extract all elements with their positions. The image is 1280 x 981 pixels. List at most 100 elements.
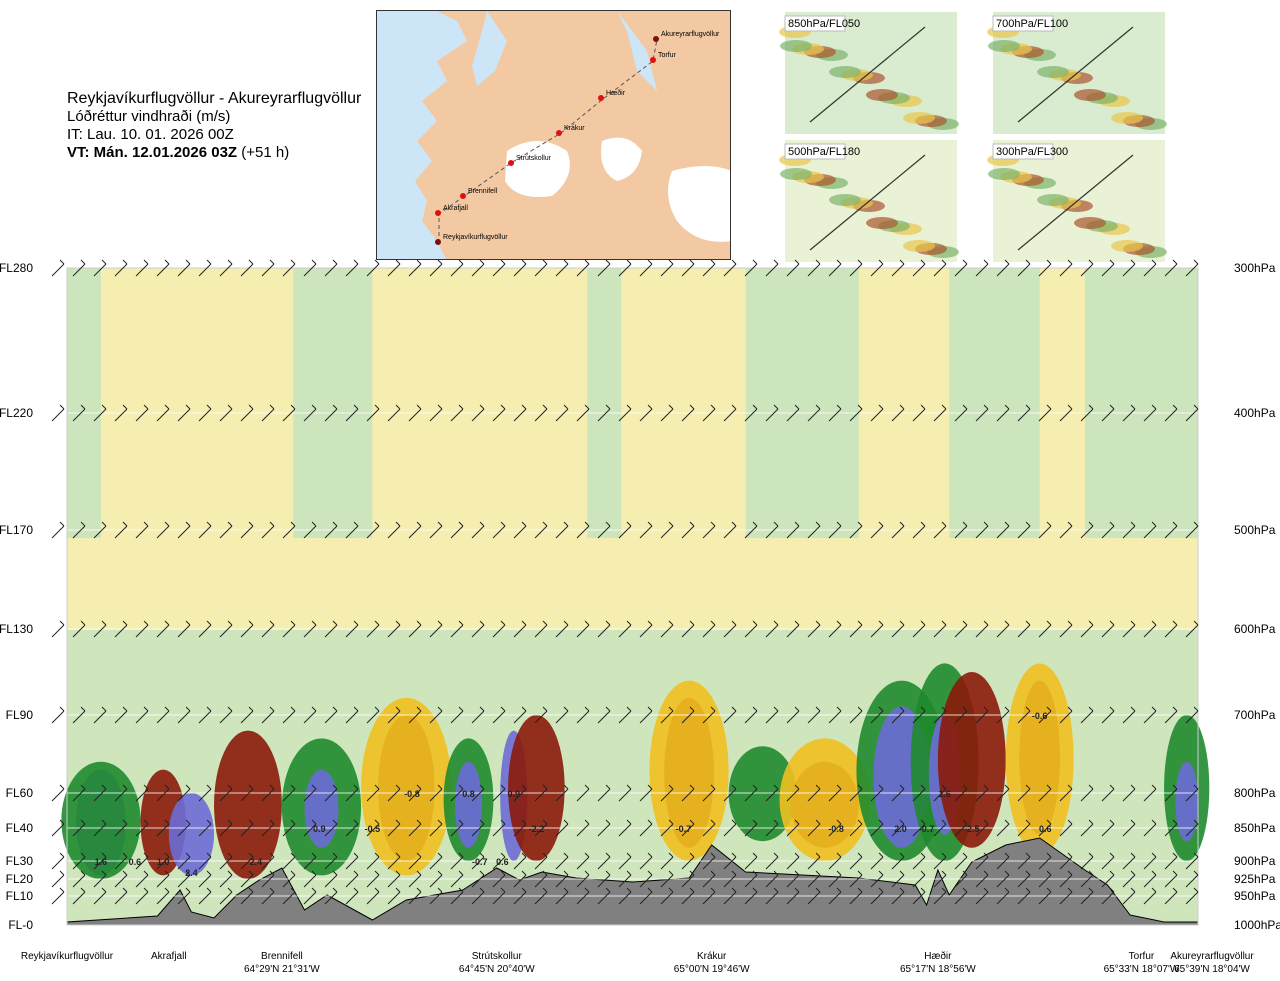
- wind-barb-staff: [429, 823, 443, 837]
- wind-barb-staff: [450, 263, 464, 277]
- wind-barb-staff: [954, 263, 968, 277]
- wind-barb-staff: [786, 710, 800, 724]
- wind-barb-feather: [80, 404, 86, 410]
- wind-barb-staff: [1185, 408, 1199, 422]
- wind-barb-staff: [702, 788, 716, 802]
- terrain-profile: [66, 837, 1199, 926]
- wind-barb-feather: [1088, 706, 1094, 712]
- wind-barb: [513, 870, 527, 888]
- wind-barb-feather: [185, 620, 191, 626]
- wind-barb-staff: [618, 856, 632, 870]
- thumbnail-blob: [829, 194, 861, 206]
- wind-barb-staff: [156, 856, 170, 870]
- wind-barb: [114, 620, 128, 638]
- wind-barb-staff: [450, 874, 464, 888]
- wind-barb: [828, 784, 842, 802]
- wind-barb: [471, 706, 485, 724]
- wind-barb-staff: [597, 710, 611, 724]
- wind-barb: [429, 852, 443, 870]
- wind-barb-staff: [807, 823, 821, 837]
- wind-barb-staff: [849, 710, 863, 724]
- wind-barb-staff: [429, 624, 443, 638]
- wind-barb: [513, 259, 527, 277]
- wind-barb-staff: [282, 823, 296, 837]
- wind-barb-feather: [395, 819, 401, 825]
- wind-barb-feather: [479, 620, 485, 626]
- wind-barb-feather: [626, 259, 632, 265]
- wind-barb: [555, 404, 569, 422]
- wind-barb-staff: [114, 710, 128, 724]
- wind-barb-staff: [618, 788, 632, 802]
- wind-barb: [891, 620, 905, 638]
- wind-barb-staff: [324, 823, 338, 837]
- wind-barb-staff: [891, 263, 905, 277]
- wind-barb-staff: [1080, 856, 1094, 870]
- wind-barb-staff: [93, 525, 107, 539]
- wind-barb-staff: [975, 525, 989, 539]
- wind-barb-staff: [219, 856, 233, 870]
- wind-barb-staff: [387, 408, 401, 422]
- wind-barb-staff: [219, 891, 233, 905]
- wind-barb-staff: [492, 408, 506, 422]
- wind-barb-feather: [395, 852, 401, 858]
- wind-barb-feather: [836, 706, 842, 712]
- wind-barb-feather: [290, 870, 296, 876]
- wind-barb-feather: [647, 259, 653, 265]
- wind-barb-staff: [597, 788, 611, 802]
- wind-barb-staff: [807, 525, 821, 539]
- wind-barb: [723, 887, 737, 905]
- wind-barb-feather: [1193, 259, 1199, 265]
- wind-barb-feather: [395, 887, 401, 893]
- wind-barb-staff: [849, 891, 863, 905]
- wind-barb-feather: [731, 819, 737, 825]
- wind-barb: [1017, 870, 1031, 888]
- wind-barb-feather: [773, 706, 779, 712]
- value-label: -0.8: [828, 824, 844, 834]
- waypoint-label: Strútskollur: [516, 155, 552, 162]
- wind-barb-feather: [563, 819, 569, 825]
- wind-barb-staff: [1080, 525, 1094, 539]
- wind-barb-staff: [681, 856, 695, 870]
- wind-barb-feather: [1088, 852, 1094, 858]
- wind-barb: [723, 404, 737, 422]
- wind-barb-staff: [555, 823, 569, 837]
- wind-barb-feather: [437, 620, 443, 626]
- wind-barb-feather: [353, 706, 359, 712]
- wind-barb: [681, 404, 695, 422]
- wind-barb-staff: [492, 624, 506, 638]
- wind-barb-staff: [1038, 525, 1052, 539]
- wind-barb: [639, 870, 653, 888]
- wind-barb: [114, 852, 128, 870]
- wind-barb-staff: [219, 624, 233, 638]
- wind-barb: [408, 706, 422, 724]
- thumbnail-blob: [1111, 240, 1143, 252]
- wind-barb: [1164, 784, 1178, 802]
- wind-barb: [450, 259, 464, 277]
- wind-barb: [849, 819, 863, 837]
- wind-barb: [303, 620, 317, 638]
- wind-barb-feather: [941, 706, 947, 712]
- wind-barb: [660, 259, 674, 277]
- wind-barb-feather: [689, 404, 695, 410]
- wind-barb-feather: [1109, 620, 1115, 626]
- wind-barb: [303, 706, 317, 724]
- wind-barb-staff: [198, 263, 212, 277]
- wind-barb-feather: [878, 259, 884, 265]
- value-label: -0.7: [919, 824, 935, 834]
- wind-barb-feather: [500, 620, 506, 626]
- wind-barb-feather: [857, 259, 863, 265]
- wind-barb-feather: [1088, 784, 1094, 790]
- wind-barb-feather: [647, 784, 653, 790]
- wind-barb: [1080, 870, 1094, 888]
- wind-barb: [660, 887, 674, 905]
- wind-barb: [135, 259, 149, 277]
- wind-barb: [177, 620, 191, 638]
- wind-barb-staff: [681, 408, 695, 422]
- wind-barb-staff: [555, 408, 569, 422]
- wind-barb-staff: [870, 788, 884, 802]
- wind-barb-feather: [101, 784, 107, 790]
- wind-barb-staff: [723, 263, 737, 277]
- wind-barb: [639, 819, 653, 837]
- wind-barb: [597, 870, 611, 888]
- wind-barb: [513, 852, 527, 870]
